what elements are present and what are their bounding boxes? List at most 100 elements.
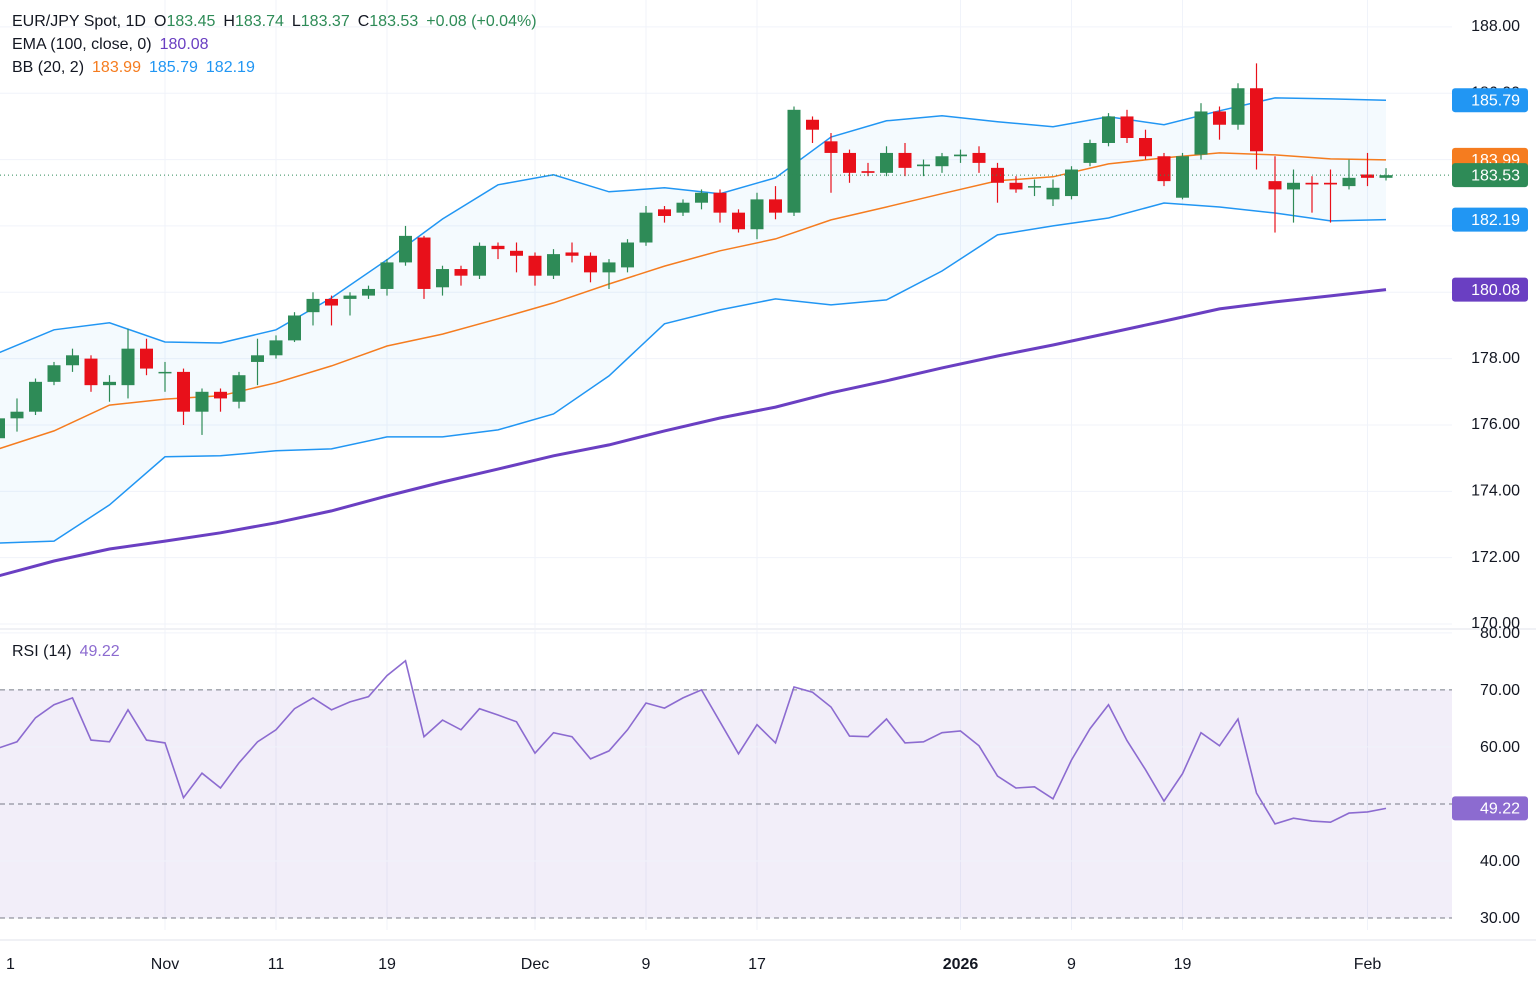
legend-text: H bbox=[223, 13, 235, 30]
candle-body bbox=[510, 250, 523, 256]
candle-body bbox=[1250, 88, 1263, 152]
candle-body bbox=[565, 252, 579, 256]
legend-text: 183.99 bbox=[92, 59, 141, 76]
candle-body bbox=[806, 119, 819, 130]
candle-body bbox=[1139, 138, 1152, 157]
legend-text: +0.08 (+0.04%) bbox=[426, 13, 536, 30]
legend-indicator: BB (20, 2) 183.99 185.79 182.19 bbox=[12, 59, 255, 76]
y-tick-label: 40.00 bbox=[1480, 853, 1520, 870]
candle-body bbox=[343, 295, 357, 299]
candle-body bbox=[787, 109, 801, 213]
ema-line bbox=[0, 288, 1387, 578]
candle-body bbox=[47, 365, 61, 382]
candle-body bbox=[824, 141, 838, 153]
candle-body bbox=[1379, 175, 1393, 178]
bollinger-line bbox=[0, 152, 1387, 450]
candle-body bbox=[1083, 142, 1097, 163]
x-tick-label: 9 bbox=[1067, 956, 1076, 973]
x-tick-label: 2026 bbox=[943, 956, 979, 973]
candle-body bbox=[140, 348, 153, 369]
candle-body bbox=[158, 371, 172, 374]
legend-text: RSI (14) bbox=[12, 643, 72, 660]
candle-body bbox=[399, 235, 412, 263]
candle-body bbox=[288, 315, 301, 341]
price-badge bbox=[1452, 796, 1528, 821]
y-tick-label: 176.00 bbox=[1471, 416, 1520, 433]
candle-body bbox=[676, 202, 690, 213]
bollinger-line bbox=[0, 97, 1387, 354]
legend-text: 182.19 bbox=[206, 59, 255, 76]
candle-body bbox=[769, 199, 782, 213]
legend-text: 183.37 bbox=[301, 13, 350, 30]
rsi-pane bbox=[0, 630, 1452, 930]
candle-body bbox=[362, 288, 375, 296]
candle-body bbox=[528, 255, 542, 276]
x-tick-label: 9 bbox=[642, 956, 651, 973]
legend-text: C bbox=[358, 13, 370, 30]
y-tick-label: 70.00 bbox=[1480, 682, 1520, 699]
legend-text: O bbox=[154, 13, 166, 30]
y-tick-label: 188.00 bbox=[1471, 18, 1520, 35]
price-badge bbox=[1452, 207, 1528, 232]
candle-body bbox=[1342, 177, 1356, 187]
candle-body bbox=[547, 254, 560, 276]
price-badge-label: 183.53 bbox=[1471, 167, 1520, 184]
price-badge-label: 185.79 bbox=[1471, 92, 1520, 109]
candle-body bbox=[214, 391, 227, 399]
legend-text: EUR/JPY Spot, 1D bbox=[12, 13, 146, 30]
legend-text: 183.45 bbox=[166, 13, 215, 30]
legend-text: 49.22 bbox=[80, 643, 120, 660]
candle-body bbox=[10, 411, 24, 419]
candle-body bbox=[195, 391, 209, 412]
candle-body bbox=[121, 348, 135, 386]
legend-indicator: EMA (100, close, 0) 180.08 bbox=[12, 36, 209, 53]
candle-body bbox=[695, 192, 708, 203]
y-tick-label: 60.00 bbox=[1480, 739, 1520, 756]
candle-body bbox=[1231, 88, 1245, 125]
candle-body bbox=[935, 156, 949, 167]
candle-body bbox=[1324, 182, 1337, 185]
candle-body bbox=[306, 298, 320, 313]
y-tick-label: 174.00 bbox=[1471, 483, 1520, 500]
x-tick-label: 11 bbox=[268, 956, 285, 973]
legend-text: L bbox=[292, 13, 301, 30]
candle-body bbox=[1361, 174, 1374, 178]
price-badge-label: 182.19 bbox=[1471, 212, 1520, 229]
candle-body bbox=[843, 152, 856, 173]
x-tick-label: Nov bbox=[151, 956, 179, 973]
candle-body bbox=[417, 237, 431, 289]
candle-body bbox=[713, 192, 727, 213]
x-tick-label: 19 bbox=[378, 956, 396, 973]
candle-body bbox=[103, 381, 116, 386]
x-tick-label: 1 bbox=[6, 956, 15, 973]
candle-body bbox=[1009, 182, 1023, 190]
x-tick-label: 19 bbox=[1174, 956, 1192, 973]
candle-body bbox=[1102, 116, 1115, 143]
candle-body bbox=[177, 371, 190, 412]
legend-rsi: RSI (14) 49.22 bbox=[12, 643, 120, 660]
candle-body bbox=[1157, 156, 1171, 182]
price-pane bbox=[0, 0, 1452, 628]
legend-header: EUR/JPY Spot, 1D O183.45 H183.74 L183.37 C18… bbox=[12, 13, 537, 30]
candle-body bbox=[880, 152, 893, 173]
candle-body bbox=[1194, 111, 1208, 155]
bollinger-line bbox=[0, 202, 1387, 544]
x-tick-label: Dec bbox=[521, 956, 549, 973]
candle-body bbox=[325, 298, 338, 306]
price-badge-label: 49.22 bbox=[1480, 801, 1520, 818]
candle-body bbox=[658, 209, 671, 216]
x-tick-label: 17 bbox=[748, 956, 766, 973]
candle-body bbox=[66, 355, 79, 366]
legend-text: EMA (100, close, 0) bbox=[12, 36, 152, 53]
candle-body bbox=[621, 242, 634, 268]
candle-body bbox=[750, 199, 764, 230]
price-badge-label: 180.08 bbox=[1471, 282, 1520, 299]
candle-body bbox=[1305, 182, 1319, 185]
candle-body bbox=[1213, 111, 1226, 125]
bollinger-fill bbox=[0, 97, 1386, 544]
y-tick-label: 80.00 bbox=[1480, 625, 1520, 642]
candle-body bbox=[380, 262, 394, 289]
candle-body bbox=[473, 245, 486, 276]
